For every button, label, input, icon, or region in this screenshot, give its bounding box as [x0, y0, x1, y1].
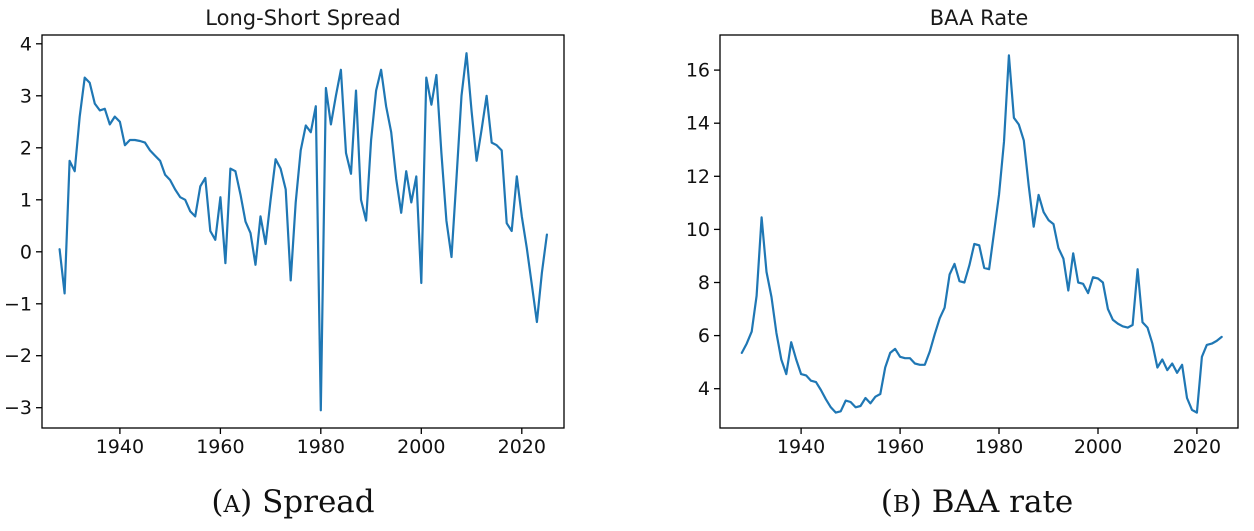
baa-plot-border [719, 34, 1239, 429]
baa-line-series [740, 54, 1223, 414]
spread-x-tick-label: 2000 [397, 436, 445, 458]
baa-x-tick-label: 2020 [1173, 436, 1221, 458]
caption-spread: (A) Spread [211, 484, 374, 520]
spread-y-tick-label: −1 [4, 293, 32, 315]
spread-x-tick-label: 1980 [297, 436, 345, 458]
baa-y-tick-label: 14 [686, 113, 710, 135]
spread-y-tick-label: −3 [4, 397, 32, 419]
spread-y-tick-label: 2 [20, 137, 32, 159]
spread-y-tick-label: 0 [20, 241, 32, 263]
spread-x-tick-label: 1940 [96, 436, 144, 458]
caption-text: Spread [262, 484, 375, 520]
caption-close-paren: ) [909, 484, 922, 520]
baa-y-tick-label: 8 [698, 272, 710, 294]
baa-y-tick-label: 12 [686, 166, 710, 188]
baa-y-tick-label: 10 [686, 219, 710, 241]
spread-plot-border [41, 34, 565, 429]
caption-letter: B [892, 492, 910, 518]
spread-y-tick-label: 1 [20, 189, 32, 211]
baa-x-tick-label: 2000 [1074, 436, 1122, 458]
baa-x-tick-label: 1980 [975, 436, 1023, 458]
baa-x-tick-label: 1960 [876, 436, 924, 458]
caption-close-paren: ) [240, 484, 253, 520]
baa-chart-title: BAA Rate [929, 6, 1029, 30]
spread-line-series [58, 52, 548, 412]
baa-x-tick-label: 1940 [777, 436, 825, 458]
spread-x-tick-label: 1960 [196, 436, 244, 458]
spread-y-tick-label: 3 [20, 85, 32, 107]
caption-letter: A [223, 492, 241, 518]
baa-y-tick-label: 16 [686, 60, 710, 82]
caption-open-paren: ( [211, 484, 224, 520]
spread-chart-title: Long-Short Spread [205, 6, 401, 30]
baa-y-tick-label: 4 [698, 378, 710, 400]
spread-x-tick-label: 2020 [498, 436, 546, 458]
caption-open-paren: ( [880, 484, 893, 520]
spread-y-tick-label: 4 [20, 33, 32, 55]
caption-text: BAA rate [931, 484, 1074, 520]
spread-y-tick-label: −2 [4, 345, 32, 367]
caption-baa-rate: (B) BAA rate [881, 484, 1074, 520]
baa-y-tick-label: 6 [698, 325, 710, 347]
